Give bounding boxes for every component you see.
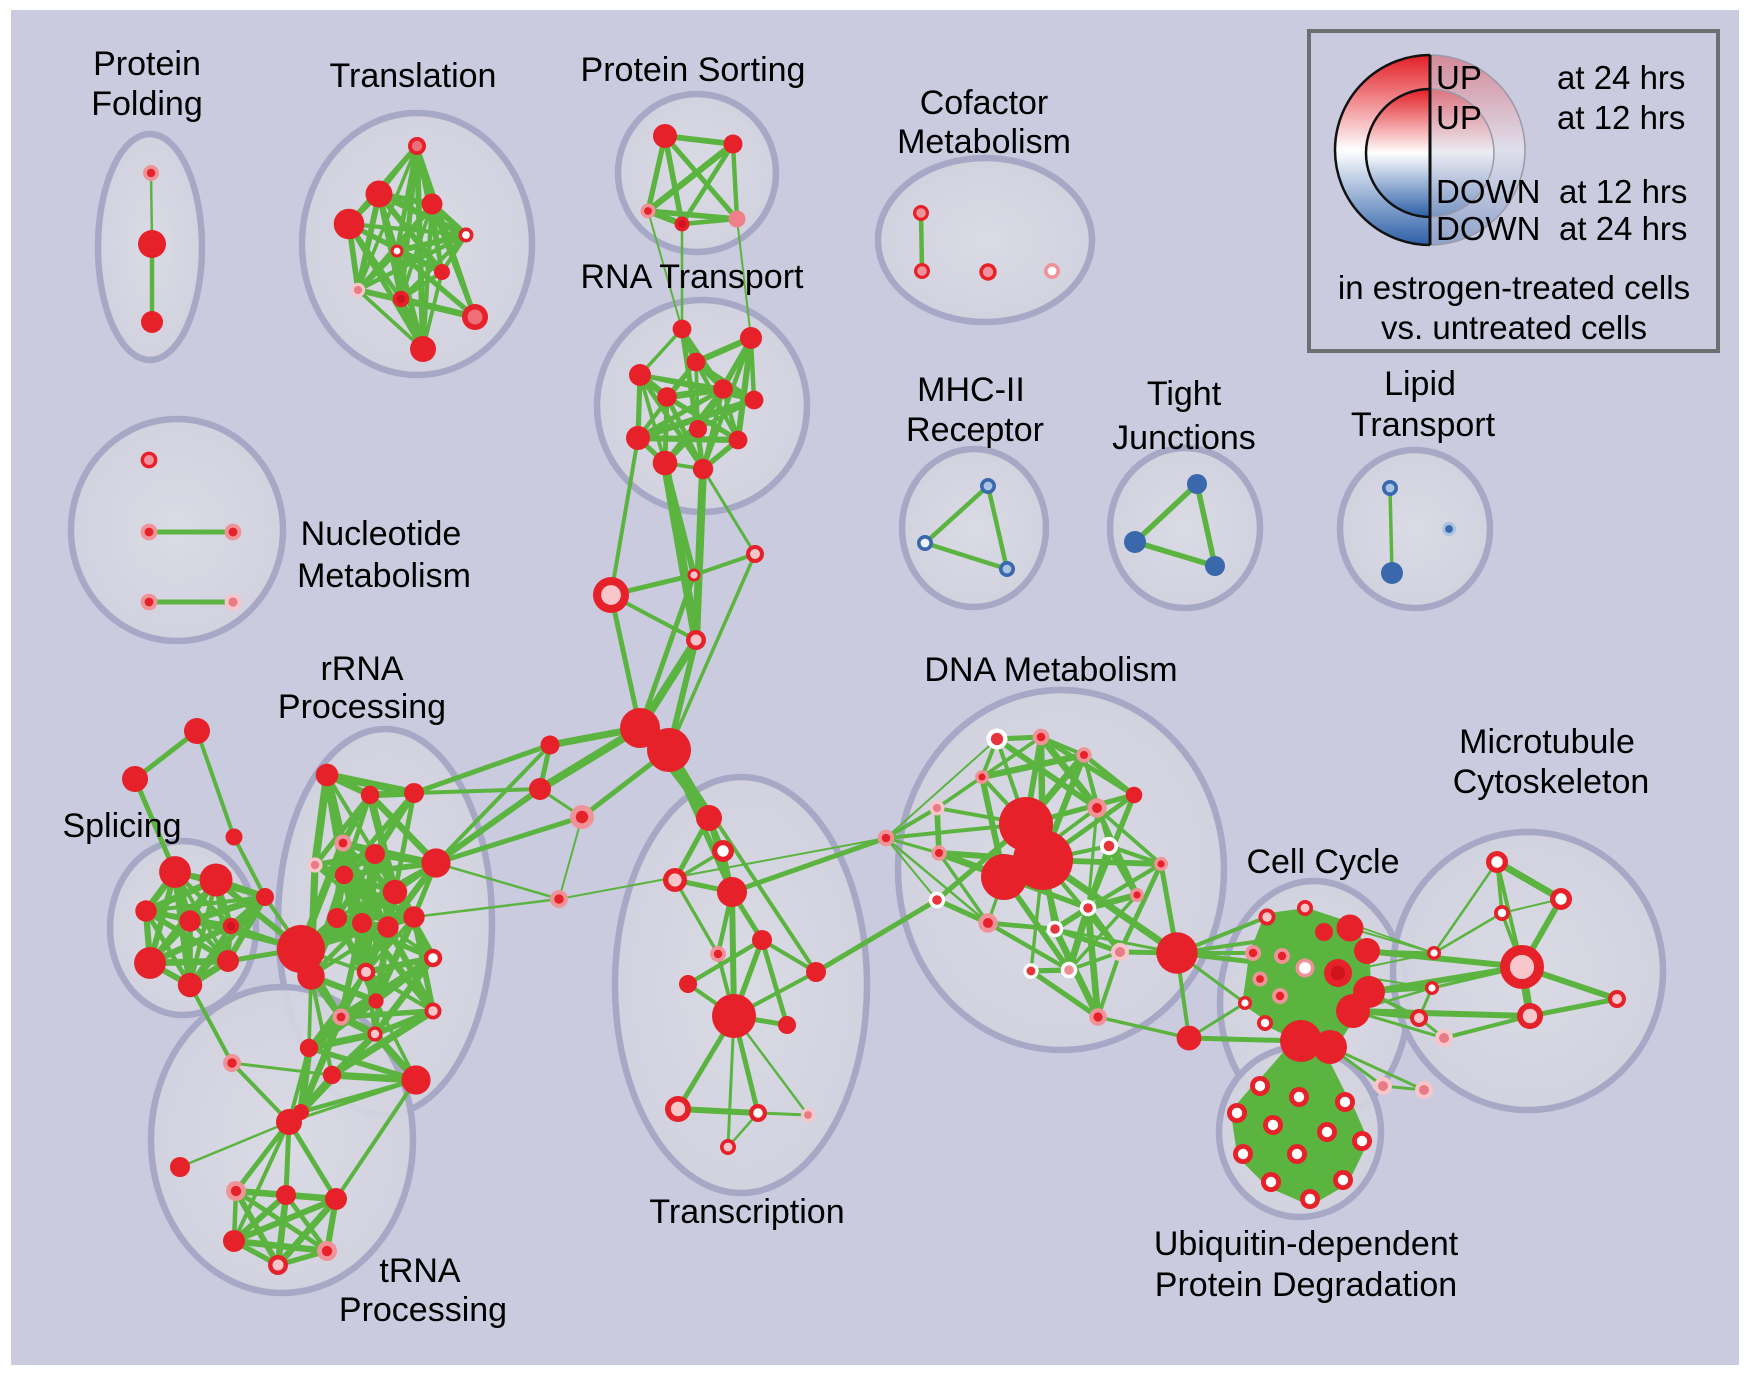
svg-text:Cytoskeleton: Cytoskeleton	[1453, 763, 1650, 801]
svg-text:Processing: Processing	[339, 1291, 507, 1329]
svg-text:Protein Degradation: Protein Degradation	[1155, 1266, 1457, 1304]
svg-text:DOWN: DOWN	[1436, 210, 1540, 247]
svg-text:RNA Transport: RNA Transport	[581, 258, 805, 296]
svg-text:Splicing: Splicing	[62, 807, 181, 845]
svg-text:DNA Metabolism: DNA Metabolism	[924, 651, 1177, 689]
svg-text:Lipid: Lipid	[1384, 365, 1456, 403]
svg-text:Processing: Processing	[278, 688, 446, 726]
svg-text:Cell Cycle: Cell Cycle	[1246, 843, 1399, 881]
svg-text:in estrogen-treated cells: in estrogen-treated cells	[1338, 269, 1690, 306]
svg-text:Tight: Tight	[1147, 375, 1222, 413]
svg-text:Metabolism: Metabolism	[897, 123, 1071, 161]
svg-text:Nucleotide: Nucleotide	[301, 515, 462, 553]
svg-text:DOWN: DOWN	[1436, 173, 1540, 210]
svg-text:Protein Sorting: Protein Sorting	[581, 51, 806, 89]
svg-text:Transcription: Transcription	[649, 1193, 844, 1231]
svg-text:Folding: Folding	[91, 85, 203, 123]
svg-text:Ubiquitin-dependent: Ubiquitin-dependent	[1154, 1225, 1459, 1263]
svg-text:at 12 hrs: at 12 hrs	[1557, 99, 1685, 136]
svg-text:Metabolism: Metabolism	[297, 557, 471, 595]
svg-text:UP: UP	[1436, 59, 1482, 96]
svg-text:vs. untreated cells: vs. untreated cells	[1381, 309, 1647, 346]
svg-text:Microtubule: Microtubule	[1459, 723, 1635, 761]
svg-text:Junctions: Junctions	[1112, 419, 1256, 457]
svg-text:at 24 hrs: at 24 hrs	[1559, 210, 1687, 247]
svg-text:Receptor: Receptor	[906, 411, 1044, 449]
svg-text:MHC-II: MHC-II	[917, 371, 1025, 409]
svg-text:at 12 hrs: at 12 hrs	[1559, 173, 1687, 210]
svg-text:Transport: Transport	[1351, 406, 1496, 444]
svg-text:tRNA: tRNA	[379, 1252, 461, 1290]
svg-text:rRNA: rRNA	[320, 650, 403, 688]
svg-text:Protein: Protein	[93, 45, 201, 83]
svg-text:Cofactor: Cofactor	[920, 84, 1049, 122]
svg-text:at 24 hrs: at 24 hrs	[1557, 59, 1685, 96]
svg-text:UP: UP	[1436, 99, 1482, 136]
svg-text:Translation: Translation	[330, 57, 497, 95]
